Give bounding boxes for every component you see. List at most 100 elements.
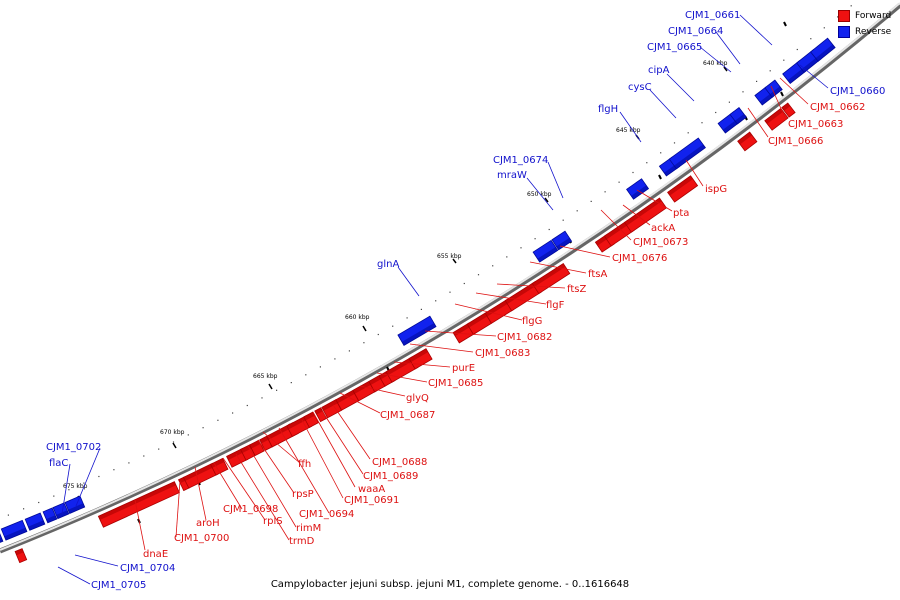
gene-label-pta[interactable]: pta bbox=[673, 208, 689, 219]
gene-label-cjm1-0665[interactable]: CJM1_0665 bbox=[647, 42, 702, 53]
gene-label-cjm1-0663[interactable]: CJM1_0663 bbox=[788, 119, 843, 130]
gene-shade bbox=[15, 548, 24, 556]
gene-labels: CJM1_0661 CJM1_0664 CJM1_0665 cipA cysC flgH C… bbox=[46, 10, 885, 591]
gene-label-cjm1-0687[interactable]: CJM1_0687 bbox=[380, 410, 435, 421]
gene-label-cjm1-0702[interactable]: CJM1_0702 bbox=[46, 442, 101, 453]
gene-label-rimm[interactable]: rimM bbox=[296, 523, 321, 534]
forward-gene[interactable] bbox=[737, 131, 758, 152]
gene-shade bbox=[453, 322, 472, 336]
reverse-gene[interactable] bbox=[397, 315, 437, 346]
gene-label-cjm1-0704[interactable]: CJM1_0704 bbox=[120, 563, 175, 574]
scale-dot bbox=[742, 91, 744, 93]
gene-shade bbox=[368, 375, 382, 385]
gene-label-rpls[interactable]: rplS bbox=[263, 516, 283, 527]
gene-label-cjm1-0660[interactable]: CJM1_0660 bbox=[830, 86, 885, 97]
gene-shade bbox=[303, 412, 315, 421]
gene-label-cjm1-0705[interactable]: CJM1_0705 bbox=[91, 580, 146, 591]
tick-660 bbox=[362, 325, 367, 332]
gene-label-cjm1-0685[interactable]: CJM1_0685 bbox=[428, 378, 483, 389]
gene-label-mraw[interactable]: mraW bbox=[497, 170, 527, 181]
scale-dot bbox=[172, 441, 175, 443]
legend-reverse-label: Reverse bbox=[855, 27, 892, 37]
gene-label-trmd[interactable]: trmD bbox=[289, 536, 315, 547]
gene-label-cjm1-0682[interactable]: CJM1_0682 bbox=[497, 332, 552, 343]
gene-label-glyq[interactable]: glyQ bbox=[406, 393, 429, 404]
tick-670 bbox=[172, 442, 177, 449]
tick-label-660: 660 kbp bbox=[345, 314, 370, 321]
gene-shade bbox=[183, 463, 215, 481]
gene-label-acka[interactable]: ackA bbox=[651, 223, 675, 234]
gene-features bbox=[0, 37, 836, 564]
scale-dot bbox=[7, 514, 9, 516]
gene-label-flgf[interactable]: flgF bbox=[546, 300, 565, 311]
gene-label-cjm1-0664[interactable]: CJM1_0664 bbox=[668, 26, 723, 37]
genome-backbone-shadow bbox=[0, 3, 900, 554]
gene-label-cjm1-0662[interactable]: CJM1_0662 bbox=[810, 102, 865, 113]
gene-shade bbox=[781, 103, 791, 111]
gene-label-ftsz[interactable]: ftsZ bbox=[567, 284, 586, 295]
gene-shade bbox=[321, 399, 338, 411]
scale-dot bbox=[548, 228, 550, 231]
gene-label-flgh[interactable]: flgH bbox=[598, 104, 618, 115]
scale-dot bbox=[38, 501, 40, 504]
reverse-gene[interactable] bbox=[764, 79, 783, 98]
gene-label-aroh[interactable]: aroH bbox=[196, 518, 220, 529]
scale-dot bbox=[783, 59, 785, 61]
gene-label-rpsp[interactable]: rpsP bbox=[292, 489, 314, 500]
scale-dot bbox=[463, 282, 465, 285]
scale-dot bbox=[796, 48, 798, 51]
scale-dot bbox=[590, 200, 592, 202]
gene-label-cjm1-0683[interactable]: CJM1_0683 bbox=[475, 348, 530, 359]
forward-gene[interactable] bbox=[531, 262, 571, 295]
gene-label-flac[interactable]: flaC bbox=[49, 458, 68, 469]
gene-label-cjm1-0698[interactable]: CJM1_0698 bbox=[223, 504, 278, 515]
scale-dot bbox=[477, 274, 480, 276]
gene-label-ispg[interactable]: ispG bbox=[705, 184, 727, 195]
gene-label-glna[interactable]: glnA bbox=[377, 259, 399, 270]
gene-shade bbox=[68, 503, 85, 514]
gene-label-cipa[interactable]: cipA bbox=[648, 65, 670, 76]
tick-label-645: 645 kbp bbox=[616, 127, 641, 134]
reverse-gene[interactable] bbox=[532, 239, 559, 263]
gene-label-cjm1-0673[interactable]: CJM1_0673 bbox=[633, 237, 688, 248]
gene-label-cjm1-0694[interactable]: CJM1_0694 bbox=[299, 509, 354, 520]
gene-shade bbox=[286, 415, 308, 430]
gene-label-cjm1-0674[interactable]: CJM1_0674 bbox=[493, 155, 548, 166]
gene-label-cjm1-0666[interactable]: CJM1_0666 bbox=[768, 136, 823, 147]
gene-shade bbox=[409, 348, 428, 363]
gene-label-dnae[interactable]: dnaE bbox=[143, 549, 168, 560]
scale-dot bbox=[246, 404, 248, 407]
gene-shade bbox=[210, 458, 225, 468]
gene-shade bbox=[505, 281, 538, 304]
gene-label-flgg[interactable]: flgG bbox=[522, 316, 542, 327]
scale-dot bbox=[290, 382, 292, 384]
gene-shade bbox=[624, 198, 662, 226]
scale-dot bbox=[83, 482, 85, 484]
gene-label-cjm1-0700[interactable]: CJM1_0700 bbox=[174, 533, 229, 544]
gene-label-ffh[interactable]: ffh bbox=[298, 459, 311, 470]
gene-label-cjm1-0689[interactable]: CJM1_0689 bbox=[363, 471, 418, 482]
reverse-gene[interactable] bbox=[551, 230, 573, 251]
gene-label-cysc[interactable]: cysC bbox=[628, 82, 652, 93]
tick-640 bbox=[723, 66, 728, 72]
scale-dot bbox=[143, 455, 145, 457]
scale-dot bbox=[769, 70, 771, 72]
gene-label-waaa[interactable]: waaA bbox=[358, 484, 385, 495]
gene-shade bbox=[801, 55, 822, 73]
forward-gene[interactable] bbox=[667, 175, 699, 203]
scale-dot bbox=[715, 111, 717, 114]
gene-label-cjm1-0691[interactable]: CJM1_0691 bbox=[344, 495, 399, 506]
gene-shade bbox=[0, 537, 3, 543]
reverse-swatch bbox=[838, 26, 850, 38]
scale-dot bbox=[618, 181, 620, 183]
gene-label-cjm1-0661[interactable]: CJM1_0661 bbox=[685, 10, 740, 21]
scale-dot bbox=[406, 317, 408, 319]
gene-label-cjm1-0676[interactable]: CJM1_0676 bbox=[612, 253, 667, 264]
gene-label-cjm1-0688[interactable]: CJM1_0688 bbox=[372, 457, 427, 468]
scale-dot bbox=[319, 366, 321, 368]
gene-label-ftsa[interactable]: ftsA bbox=[588, 269, 607, 280]
tick-665 bbox=[268, 383, 273, 390]
gene-label-pure[interactable]: purE bbox=[452, 363, 475, 374]
scale-dot bbox=[187, 434, 189, 436]
gene-shade bbox=[674, 144, 706, 169]
